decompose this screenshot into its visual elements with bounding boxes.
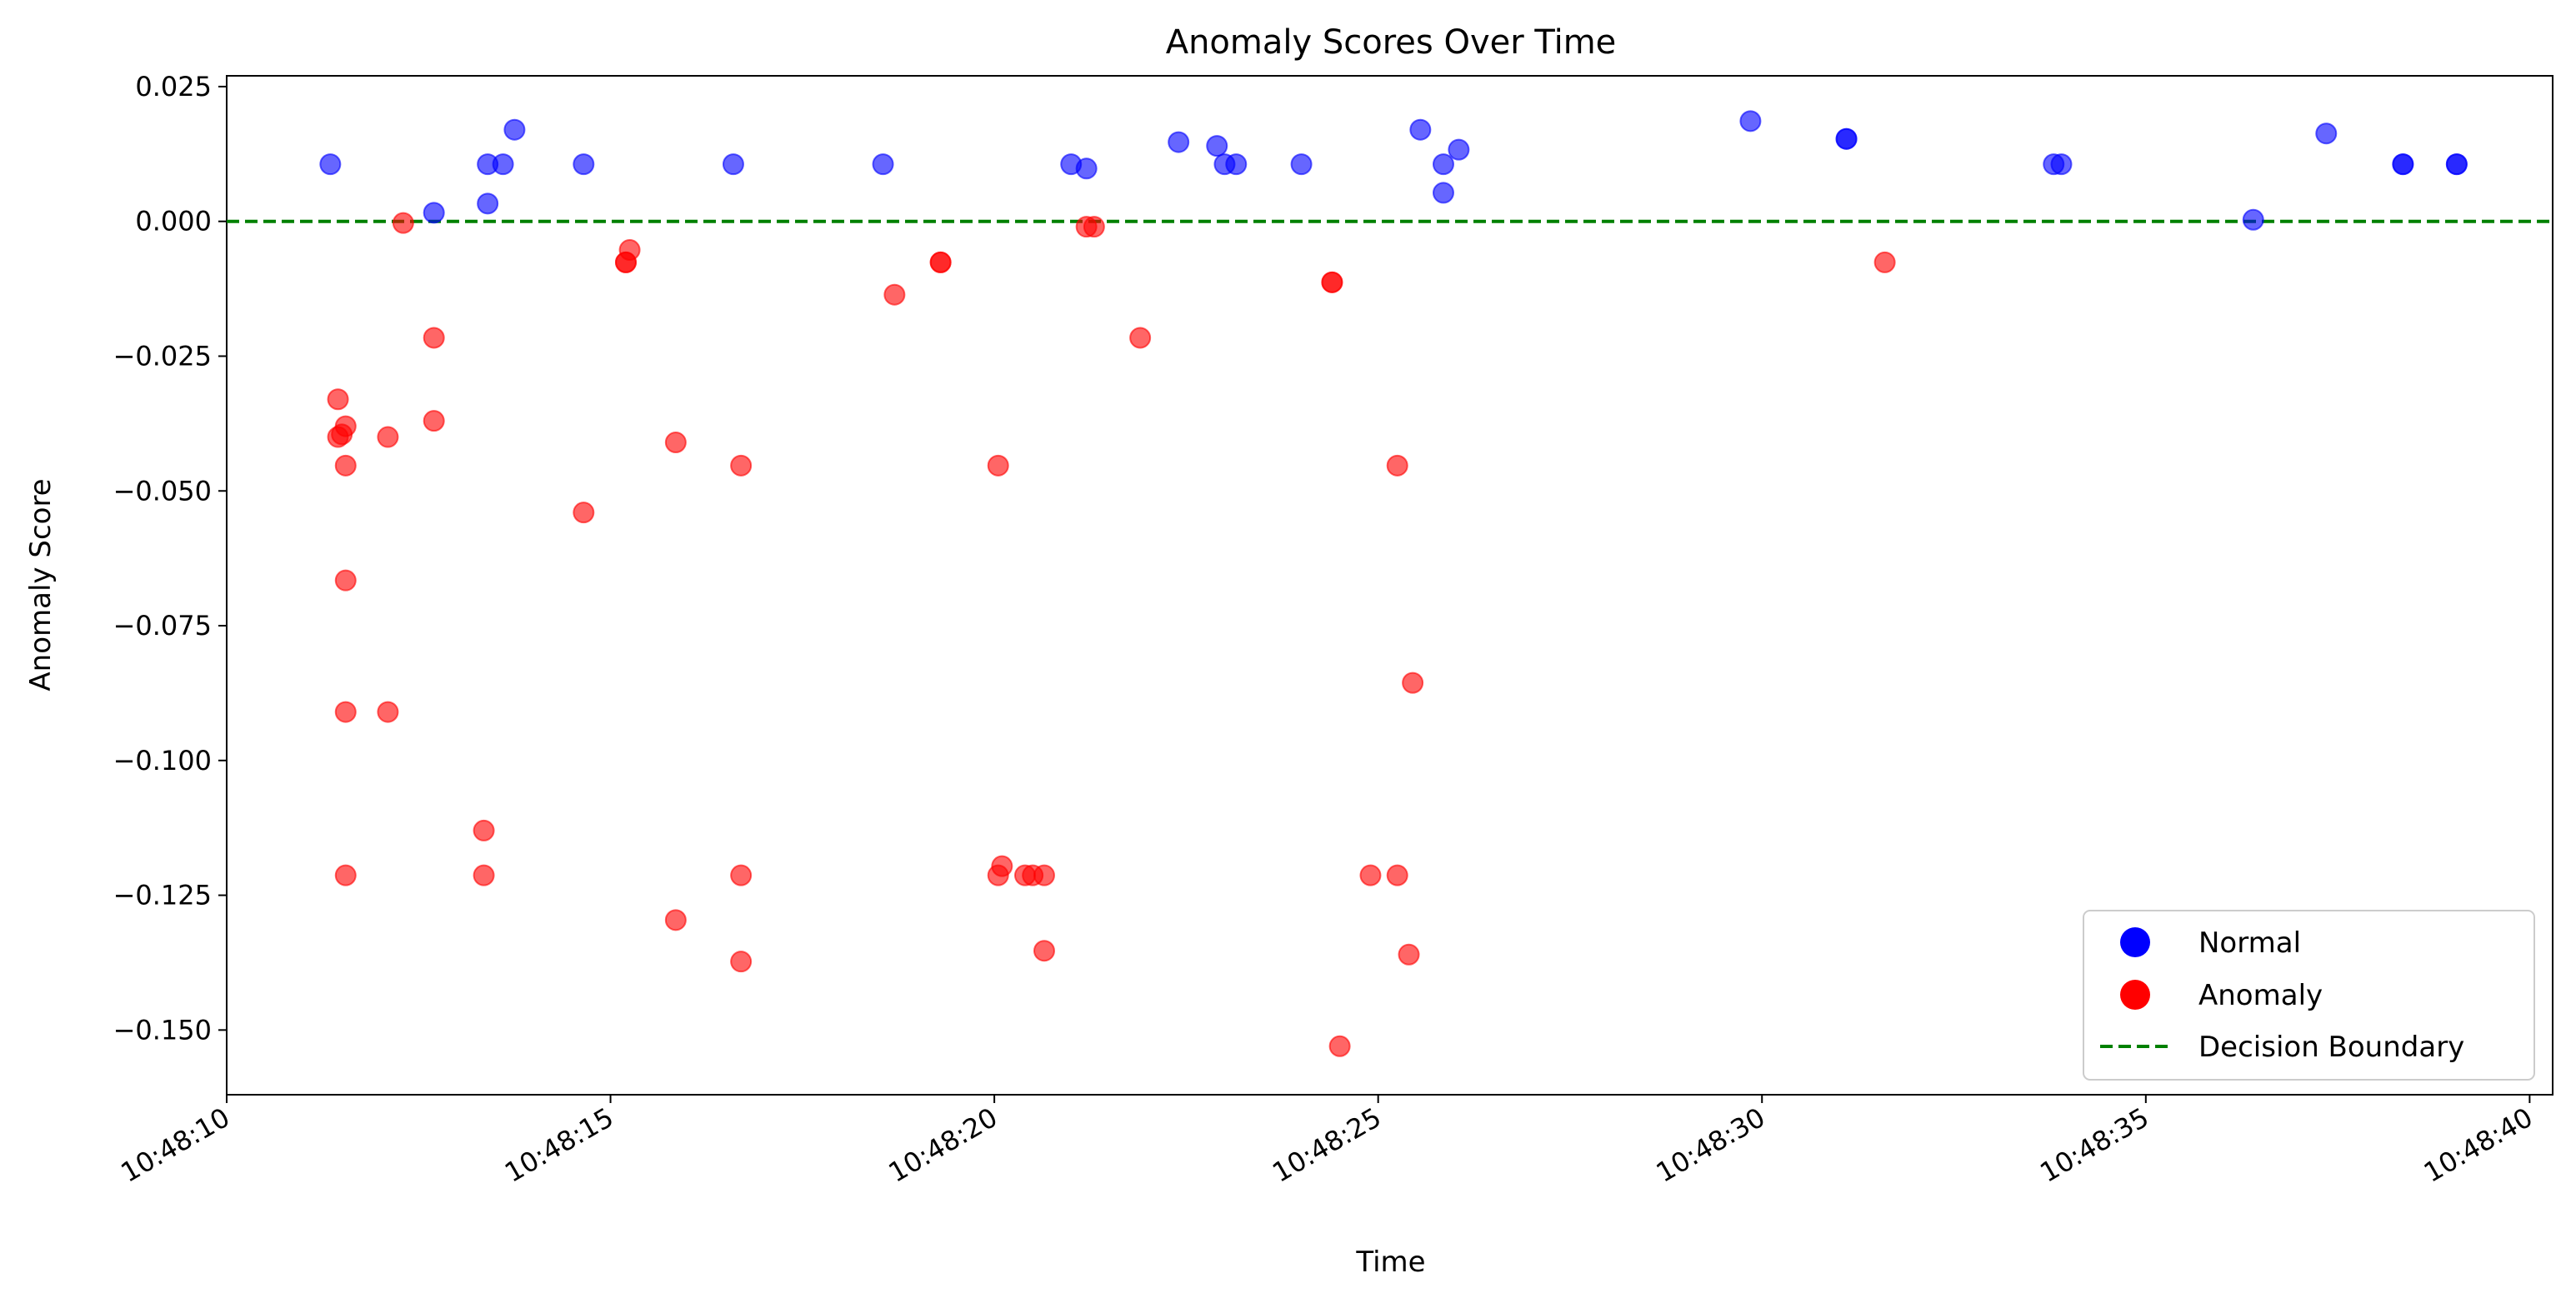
normal-point xyxy=(1448,138,1470,161)
anomaly-point xyxy=(1033,940,1055,962)
anomaly-point xyxy=(1873,251,1896,273)
anomaly-point xyxy=(1321,271,1343,293)
normal-point xyxy=(2315,122,2338,145)
normal-point xyxy=(722,153,744,176)
y-tick-label: 0.000 xyxy=(135,206,212,237)
normal-point xyxy=(2050,153,2073,176)
normal-point xyxy=(1432,153,1454,176)
normal-point xyxy=(1075,157,1098,180)
anomaly-point xyxy=(1402,671,1424,694)
anomaly-point xyxy=(334,569,357,592)
normal-point xyxy=(492,153,514,176)
normal-point xyxy=(1432,182,1454,204)
anomaly-point xyxy=(334,864,357,886)
anomaly-point xyxy=(334,701,357,723)
legend-box xyxy=(2083,910,2535,1081)
y-tick-label: −0.125 xyxy=(113,880,212,911)
anomaly-point xyxy=(1386,454,1408,477)
x-axis-label: Time xyxy=(1355,1246,1425,1279)
normal-point xyxy=(1206,135,1228,157)
anomaly-point xyxy=(1359,864,1382,886)
anomaly-point xyxy=(327,388,349,411)
anomaly-point xyxy=(618,239,641,262)
plot-frame xyxy=(226,75,2553,1096)
normal-point xyxy=(2242,208,2264,231)
y-tick-label: −0.050 xyxy=(113,475,212,507)
normal-point xyxy=(1290,153,1313,176)
anomaly-point xyxy=(991,855,1013,877)
anomaly-point xyxy=(377,426,399,448)
normal-point xyxy=(1739,110,1762,132)
normal-point xyxy=(477,192,499,215)
anomaly-point xyxy=(929,251,952,273)
anomaly-point xyxy=(883,283,906,306)
legend: Normal Anomaly Decision Boundary xyxy=(2083,910,2535,1081)
normal-point xyxy=(1225,153,1248,176)
normal-point xyxy=(872,153,894,176)
anomaly-point xyxy=(1386,864,1408,886)
y-tick-label: 0.025 xyxy=(135,71,212,102)
anomaly-point xyxy=(987,454,1009,477)
normal-point xyxy=(2445,153,2468,176)
anomaly-point xyxy=(664,432,687,454)
y-tick-label: −0.100 xyxy=(113,745,212,776)
anomaly-point xyxy=(730,454,753,477)
chart-title: Anomaly Scores Over Time xyxy=(1166,23,1617,62)
anomaly-point xyxy=(1398,943,1420,966)
y-tick-label: −0.150 xyxy=(113,1014,212,1046)
anomaly-point xyxy=(377,701,399,723)
normal-point xyxy=(1168,131,1190,153)
y-axis: 0.025 0.000 −0.025 −0.050 −0.075 −0.100 −0.125… xyxy=(113,71,227,1046)
legend-normal-marker xyxy=(2120,927,2150,957)
anomaly-point xyxy=(664,909,687,931)
anomaly-point xyxy=(334,454,357,477)
anomaly-point xyxy=(1129,327,1152,349)
normal-point xyxy=(1409,118,1432,141)
anomaly-point xyxy=(473,819,495,841)
y-tick-label: −0.025 xyxy=(113,340,212,372)
anomaly-point xyxy=(334,415,357,437)
anomaly-point xyxy=(423,410,445,432)
normal-point xyxy=(319,153,342,176)
legend-anomaly-marker xyxy=(2120,980,2150,1010)
plot-area xyxy=(226,75,2553,1096)
anomaly-point xyxy=(1083,216,1105,238)
anomaly-point xyxy=(423,327,445,349)
normal-point xyxy=(423,202,445,224)
normal-point xyxy=(1835,127,1858,150)
legend-boundary-label: Decision Boundary xyxy=(2198,1031,2464,1064)
anomaly-point xyxy=(473,864,495,886)
normal-point xyxy=(573,153,595,176)
legend-normal-label: Normal xyxy=(2198,926,2301,960)
scatter-points xyxy=(319,110,2468,1057)
anomaly-point xyxy=(730,864,753,886)
anomaly-point xyxy=(392,212,414,234)
anomaly-point xyxy=(573,502,595,524)
anomaly-point xyxy=(1033,864,1055,886)
anomaly-point xyxy=(730,951,753,973)
normal-point xyxy=(2392,153,2414,176)
normal-point xyxy=(503,118,526,141)
y-axis-label: Anomaly Score xyxy=(24,478,58,691)
anomaly-point xyxy=(1328,1035,1351,1057)
legend-anomaly-label: Anomaly xyxy=(2198,979,2323,1012)
y-tick-label: −0.075 xyxy=(113,610,212,642)
